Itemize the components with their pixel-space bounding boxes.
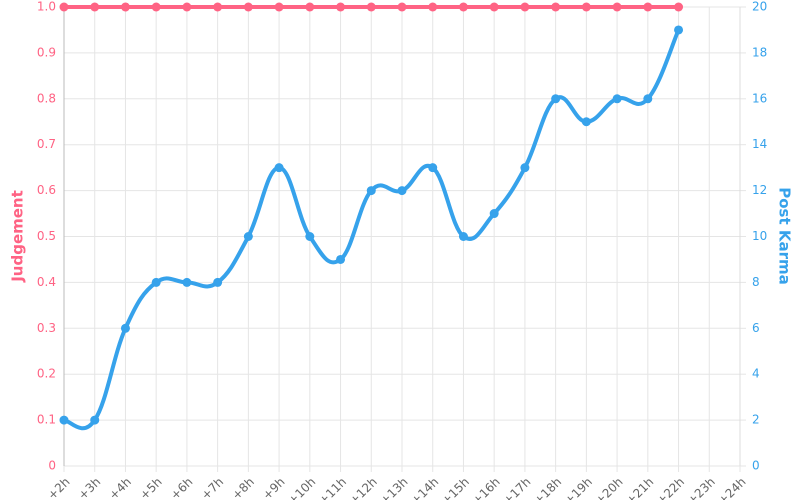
data-point xyxy=(520,163,530,173)
y-axis-title: Judgement xyxy=(9,190,27,283)
y2-tick-label: 0 xyxy=(752,459,760,473)
x-tick-label: +3h xyxy=(76,475,104,500)
data-point xyxy=(674,25,684,35)
y-tick-label: 0.2 xyxy=(37,367,56,381)
x-tick-label: +24h xyxy=(715,475,748,500)
data-point xyxy=(243,2,253,12)
y-tick-label: 0 xyxy=(48,459,56,473)
y2-tick-label: 14 xyxy=(752,137,767,151)
data-point xyxy=(120,323,130,333)
x-tick-label: +4h xyxy=(106,475,134,500)
data-point xyxy=(59,2,69,12)
y2-tick-label: 4 xyxy=(752,367,760,381)
x-tick-label: +22h xyxy=(654,475,687,500)
data-point xyxy=(551,2,561,12)
y2-tick-label: 8 xyxy=(752,275,760,289)
data-point xyxy=(397,186,407,196)
data-point xyxy=(581,117,591,127)
y-tick-label: 0.7 xyxy=(37,137,56,151)
data-point xyxy=(397,2,407,12)
x-tick-label: +5h xyxy=(137,475,165,500)
y2-tick-label: 12 xyxy=(752,183,767,197)
y-tick-label: 0.6 xyxy=(37,183,56,197)
y2-tick-label: 20 xyxy=(752,0,767,14)
data-point xyxy=(458,232,468,241)
x-tick-label: +11h xyxy=(316,475,349,500)
x-tick-label: +9h xyxy=(260,475,288,500)
x-tick-label: +8h xyxy=(229,475,257,500)
data-point xyxy=(489,209,499,219)
data-point xyxy=(366,186,376,196)
data-point xyxy=(366,2,376,12)
y-tick-label: 0.5 xyxy=(37,229,56,243)
y-tick-label: 0.9 xyxy=(37,45,56,59)
x-tick-label: +10h xyxy=(285,475,318,500)
y-tick-label: 0.4 xyxy=(37,275,56,289)
data-point xyxy=(458,2,468,12)
x-tick-label: +16h xyxy=(470,475,503,500)
data-point xyxy=(520,2,530,12)
data-point xyxy=(428,2,438,12)
y2-axis-title: Post Karma xyxy=(776,187,794,285)
data-point xyxy=(151,277,161,287)
data-point xyxy=(182,2,192,12)
x-tick-label: +12h xyxy=(347,475,380,500)
y-tick-label: 0.8 xyxy=(37,91,56,105)
data-point xyxy=(612,2,622,12)
x-tick-label: +7h xyxy=(198,475,226,500)
data-point xyxy=(243,232,253,241)
y2-tick-label: 2 xyxy=(752,413,760,427)
data-point xyxy=(428,163,438,173)
data-point xyxy=(151,2,161,12)
data-point xyxy=(213,277,223,287)
data-point xyxy=(674,2,684,12)
data-point xyxy=(551,94,561,104)
data-point xyxy=(336,254,346,264)
data-point xyxy=(305,232,315,241)
data-point xyxy=(59,415,69,425)
y-tick-label: 0.1 xyxy=(37,413,56,427)
y2-tick-label: 6 xyxy=(752,321,760,335)
y-tick-label: 0.3 xyxy=(37,321,56,335)
y2-tick-label: 10 xyxy=(752,229,767,243)
data-point xyxy=(274,2,284,12)
x-tick-label: +17h xyxy=(500,475,533,500)
x-tick-label: +23h xyxy=(685,475,718,500)
x-tick-label: +15h xyxy=(439,475,472,500)
data-point xyxy=(489,2,499,12)
data-point xyxy=(612,94,622,104)
y2-tick-label: 16 xyxy=(752,91,767,105)
x-tick-label: +2h xyxy=(45,475,73,500)
data-point xyxy=(90,2,100,12)
x-tick-label: +13h xyxy=(377,475,410,500)
x-tick-label: +19h xyxy=(562,475,595,500)
data-point xyxy=(274,163,284,173)
data-point xyxy=(90,415,100,425)
data-point xyxy=(305,2,315,12)
data-point xyxy=(643,94,653,104)
y-tick-label: 1.0 xyxy=(37,0,56,14)
y2-tick-label: 18 xyxy=(752,45,767,59)
x-tick-label: +21h xyxy=(623,475,656,500)
data-point xyxy=(120,2,130,12)
data-point xyxy=(581,2,591,12)
x-tick-label: +14h xyxy=(408,475,441,500)
data-point xyxy=(643,2,653,12)
data-point xyxy=(336,2,346,12)
x-tick-label: +6h xyxy=(168,475,196,500)
x-tick-label: +18h xyxy=(531,475,564,500)
data-point xyxy=(213,2,223,12)
x-tick-label: +20h xyxy=(592,475,625,500)
data-point xyxy=(182,277,192,287)
